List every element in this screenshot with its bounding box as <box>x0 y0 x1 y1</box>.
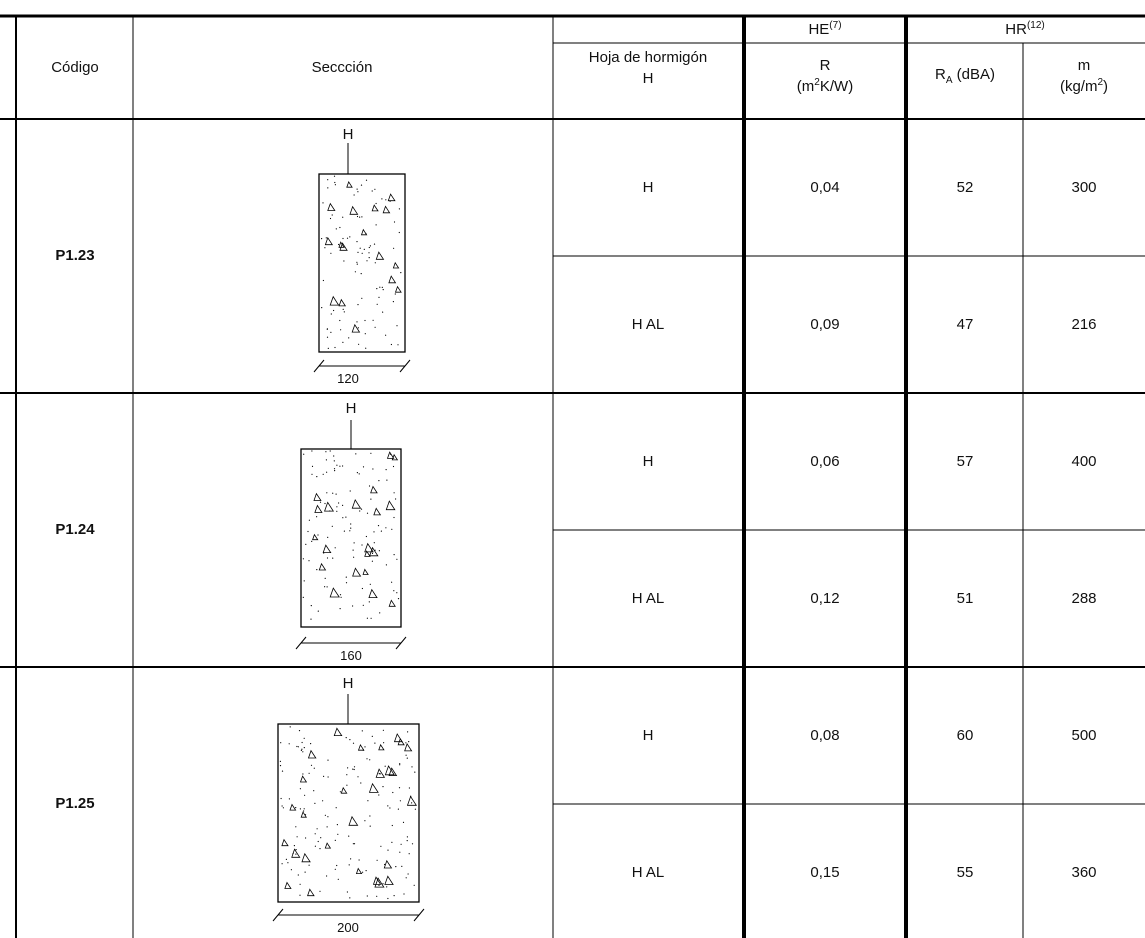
header-m: m <box>1077 57 1091 74</box>
header-seccion: Seccción <box>311 59 373 76</box>
diagram-h-label: H <box>342 126 354 143</box>
row-codigo: P1.23 <box>55 247 95 264</box>
row-codigo: P1.25 <box>55 795 95 812</box>
row-m: 216 <box>1071 316 1097 333</box>
row-r: 0,04 <box>810 179 840 196</box>
header-ra: RA (dBA) <box>934 66 996 86</box>
row-ra: 51 <box>956 590 974 607</box>
row-r: 0,06 <box>810 453 840 470</box>
diagram-width-label: 200 <box>337 920 359 935</box>
row-r: 0,15 <box>810 864 840 881</box>
diagram-h-label: H <box>342 675 354 692</box>
row-m: 360 <box>1071 864 1097 881</box>
diagram-width-label: 160 <box>340 648 362 663</box>
row-m: 288 <box>1071 590 1097 607</box>
row-ra: 60 <box>956 727 974 744</box>
diagram-width-label: 120 <box>337 371 359 386</box>
header-codigo: Código <box>51 59 99 76</box>
row-hoja: H AL <box>631 590 665 607</box>
diagram-h-label: H <box>345 400 357 417</box>
row-hoja: H AL <box>631 864 665 881</box>
row-codigo: P1.24 <box>55 521 95 538</box>
header-r: R <box>819 57 831 74</box>
header-hoja-line1: Hoja de hormigón <box>588 49 708 66</box>
row-hoja: H <box>642 179 654 196</box>
row-r: 0,08 <box>810 727 840 744</box>
row-m: 500 <box>1071 727 1097 744</box>
row-ra: 52 <box>956 179 974 196</box>
row-m: 300 <box>1071 179 1097 196</box>
row-ra: 57 <box>956 453 974 470</box>
row-r: 0,12 <box>810 590 840 607</box>
header-m-unit: (kg/m2) <box>1059 77 1109 96</box>
header-hr: HR(12) <box>1005 20 1045 39</box>
row-ra: 55 <box>956 864 974 881</box>
row-r: 0,09 <box>810 316 840 333</box>
row-hoja: H <box>642 727 654 744</box>
row-hoja: H AL <box>631 316 665 333</box>
row-ra: 47 <box>956 316 974 333</box>
row-hoja: H <box>642 453 654 470</box>
header-r-unit: (m2K/W) <box>796 77 854 96</box>
header-he: HE(7) <box>808 20 842 39</box>
row-m: 400 <box>1071 453 1097 470</box>
header-hoja-line2: H <box>642 70 654 87</box>
